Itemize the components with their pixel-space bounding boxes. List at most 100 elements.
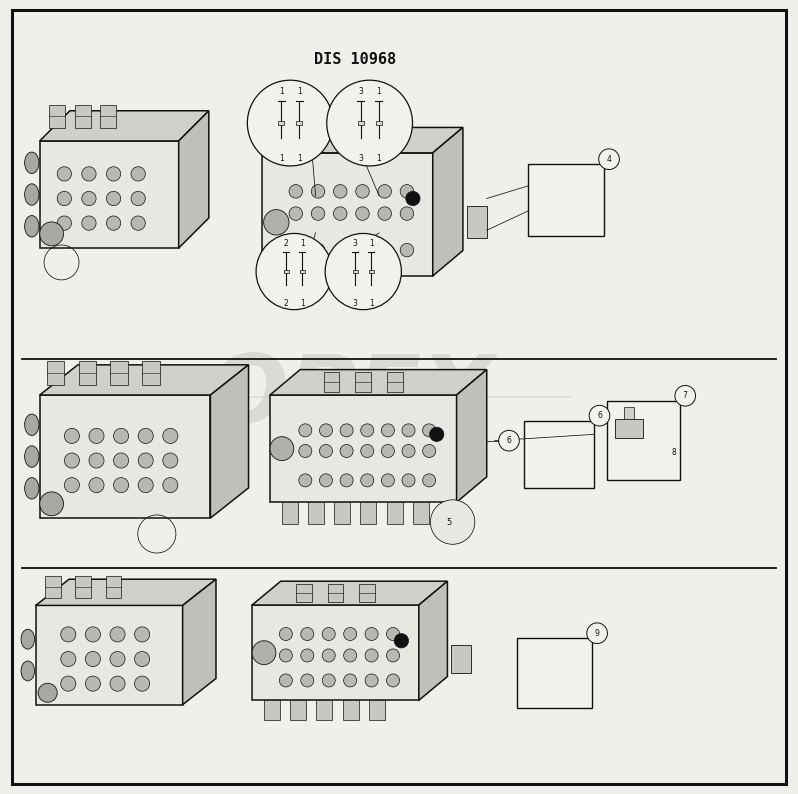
Text: 1: 1	[376, 87, 381, 97]
Ellipse shape	[21, 661, 34, 681]
Text: 3: 3	[358, 87, 363, 97]
Circle shape	[423, 424, 436, 437]
Bar	[607, 401, 680, 480]
Circle shape	[65, 478, 80, 492]
Bar	[296, 584, 312, 602]
Circle shape	[340, 445, 353, 457]
Bar	[290, 700, 306, 720]
Circle shape	[400, 206, 413, 221]
Bar	[299, 270, 305, 273]
Circle shape	[402, 474, 415, 487]
Bar	[323, 372, 339, 392]
Circle shape	[252, 641, 276, 665]
Bar	[105, 576, 121, 598]
Circle shape	[378, 185, 392, 198]
Circle shape	[256, 233, 332, 310]
Bar	[49, 106, 65, 128]
Circle shape	[289, 243, 302, 257]
Bar	[528, 164, 604, 236]
Circle shape	[402, 445, 415, 457]
Circle shape	[675, 386, 696, 407]
Circle shape	[38, 683, 57, 703]
Bar	[252, 605, 419, 700]
Circle shape	[61, 676, 76, 691]
Circle shape	[319, 474, 333, 487]
Bar	[279, 121, 284, 125]
Circle shape	[400, 185, 413, 198]
Circle shape	[298, 424, 312, 437]
Polygon shape	[40, 110, 209, 141]
Circle shape	[386, 649, 400, 662]
Text: 1: 1	[297, 87, 302, 97]
Circle shape	[365, 649, 378, 662]
Circle shape	[405, 191, 420, 206]
Ellipse shape	[25, 414, 39, 435]
Circle shape	[263, 210, 289, 235]
Text: 1: 1	[279, 87, 283, 97]
Circle shape	[386, 627, 400, 641]
Circle shape	[270, 437, 294, 461]
Circle shape	[334, 243, 347, 257]
Circle shape	[113, 429, 128, 444]
Bar	[100, 106, 116, 128]
Circle shape	[344, 649, 357, 662]
Circle shape	[365, 674, 378, 687]
Circle shape	[289, 206, 302, 221]
Circle shape	[322, 674, 335, 687]
Circle shape	[301, 674, 314, 687]
Polygon shape	[179, 110, 209, 248]
Circle shape	[340, 424, 353, 437]
Circle shape	[322, 649, 335, 662]
Circle shape	[378, 206, 392, 221]
Circle shape	[106, 216, 120, 230]
Bar	[467, 206, 487, 238]
Circle shape	[131, 167, 145, 181]
Ellipse shape	[25, 216, 39, 237]
Circle shape	[138, 478, 153, 492]
Circle shape	[40, 491, 64, 516]
Circle shape	[386, 674, 400, 687]
Circle shape	[131, 216, 145, 230]
Bar	[387, 503, 402, 525]
Circle shape	[61, 651, 76, 667]
Circle shape	[319, 445, 333, 457]
Circle shape	[587, 622, 607, 643]
Circle shape	[110, 651, 125, 667]
Circle shape	[301, 627, 314, 641]
Text: 1: 1	[279, 154, 283, 163]
Circle shape	[429, 427, 444, 441]
Circle shape	[381, 445, 394, 457]
Circle shape	[57, 167, 72, 181]
Circle shape	[326, 80, 413, 166]
Bar	[45, 576, 61, 598]
Text: 3: 3	[358, 154, 363, 163]
Circle shape	[311, 206, 325, 221]
Circle shape	[89, 478, 104, 492]
Circle shape	[344, 674, 357, 687]
Text: 1: 1	[369, 239, 373, 248]
Bar	[524, 421, 595, 488]
Polygon shape	[419, 581, 448, 700]
Circle shape	[135, 651, 150, 667]
Bar	[75, 106, 90, 128]
Text: 1: 1	[297, 154, 302, 163]
Circle shape	[289, 185, 302, 198]
Circle shape	[298, 474, 312, 487]
Circle shape	[110, 627, 125, 642]
Circle shape	[311, 185, 325, 198]
Circle shape	[381, 424, 394, 437]
Circle shape	[85, 627, 101, 642]
Bar	[36, 605, 183, 705]
Circle shape	[430, 500, 475, 545]
Circle shape	[113, 478, 128, 492]
Bar	[516, 638, 592, 708]
Circle shape	[57, 191, 72, 206]
Circle shape	[311, 243, 325, 257]
Circle shape	[381, 474, 394, 487]
Circle shape	[163, 453, 178, 468]
Circle shape	[378, 243, 392, 257]
Polygon shape	[456, 370, 487, 503]
Circle shape	[163, 429, 178, 444]
Circle shape	[110, 676, 125, 691]
Bar	[413, 503, 429, 525]
